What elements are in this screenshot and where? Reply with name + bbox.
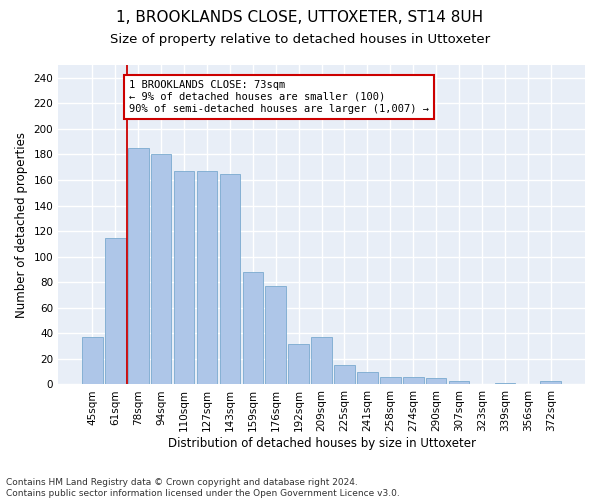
Bar (265, 286, 286, 384)
Bar (197, 171, 217, 384)
Bar (105, 238, 125, 384)
Bar (220, 174, 240, 384)
Bar (380, 377, 401, 384)
Text: Size of property relative to detached houses in Uttoxeter: Size of property relative to detached ho… (110, 32, 490, 46)
Bar (357, 372, 378, 384)
Bar (541, 380, 561, 384)
Text: Contains HM Land Registry data © Crown copyright and database right 2024.
Contai: Contains HM Land Registry data © Crown c… (6, 478, 400, 498)
Bar (128, 148, 149, 384)
Bar (426, 378, 446, 384)
X-axis label: Distribution of detached houses by size in Uttoxeter: Distribution of detached houses by size … (167, 437, 476, 450)
Bar (174, 171, 194, 384)
Bar (449, 380, 469, 384)
Bar (289, 344, 309, 384)
Bar (242, 272, 263, 384)
Y-axis label: Number of detached properties: Number of detached properties (15, 132, 28, 318)
Bar (311, 337, 332, 384)
Bar (151, 154, 172, 384)
Bar (82, 337, 103, 384)
Text: 1, BROOKLANDS CLOSE, UTTOXETER, ST14 8UH: 1, BROOKLANDS CLOSE, UTTOXETER, ST14 8UH (116, 10, 484, 25)
Bar (494, 383, 515, 384)
Bar (334, 366, 355, 384)
Bar (403, 377, 424, 384)
Text: 1 BROOKLANDS CLOSE: 73sqm
← 9% of detached houses are smaller (100)
90% of semi-: 1 BROOKLANDS CLOSE: 73sqm ← 9% of detach… (129, 80, 429, 114)
